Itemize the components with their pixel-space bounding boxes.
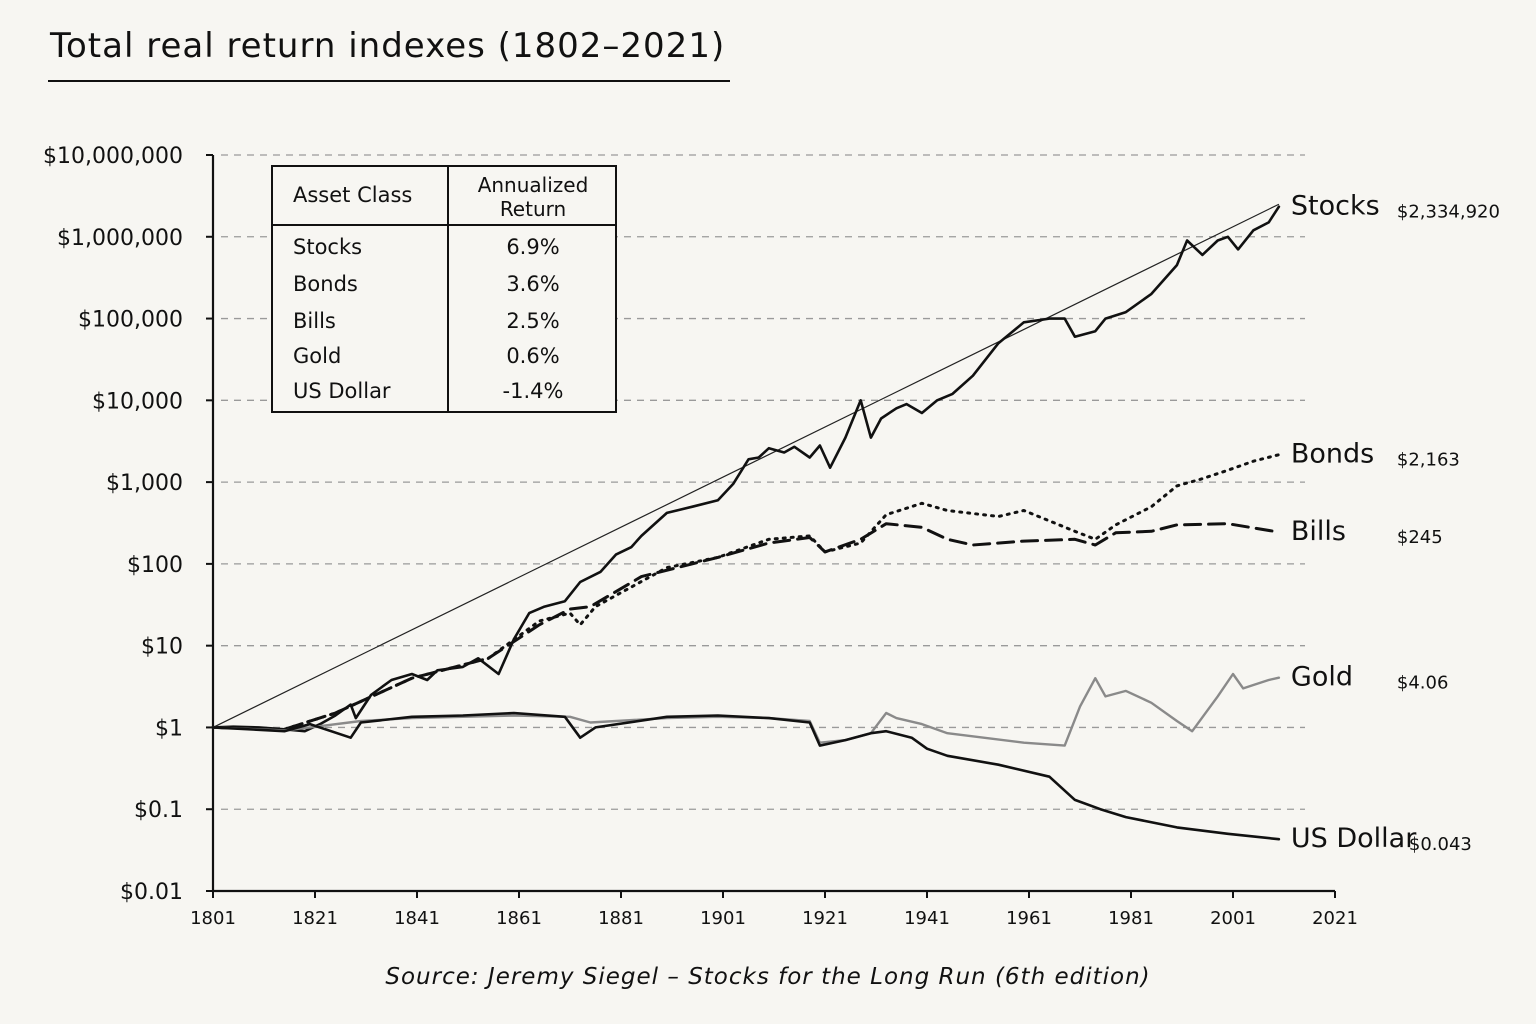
y-tick-label: $0.1: [134, 798, 183, 823]
us-dollar-name-label: US Dollar: [1291, 823, 1417, 854]
table-cell-return: 0.6%: [506, 344, 560, 368]
gold-name-label: Gold: [1291, 662, 1353, 693]
x-tick-label: 1981: [1108, 908, 1154, 929]
table-row: Bills 2.5%: [273, 305, 615, 340]
us-dollar-line: [211, 711, 1281, 841]
bonds-line: [211, 453, 1281, 731]
gridlines: [221, 154, 1305, 810]
gold-line: [211, 672, 1281, 747]
stocks-name-label: Stocks: [1291, 191, 1380, 222]
gold-value-label: $4.06: [1397, 673, 1449, 694]
table-row: Bonds 3.6%: [273, 268, 615, 303]
table-row: Gold 0.6%: [273, 340, 615, 375]
table-cell-asset: US Dollar: [293, 379, 391, 403]
y-tick-label: $10: [141, 635, 183, 660]
title-underline: [48, 80, 730, 82]
y-tick-label: $10,000,000: [43, 144, 183, 169]
chart-title: Total real return indexes (1802–2021): [50, 26, 726, 66]
table-cell-asset: Bills: [293, 309, 336, 333]
y-tick-label: $1,000: [106, 471, 183, 496]
y-tick-label: $100: [127, 553, 183, 578]
table-cell-return: 3.6%: [506, 272, 560, 296]
table-cell-asset: Stocks: [293, 235, 363, 259]
source-note: Source: Jeremy Siegel – Stocks for the L…: [385, 964, 1151, 990]
table-cell-asset: Bonds: [293, 272, 358, 296]
table-header-return: Annualized Return: [449, 173, 617, 221]
x-tick-label: 1881: [598, 908, 644, 929]
bonds-value-label: $2,163: [1397, 450, 1460, 471]
x-tick-label: 1841: [394, 908, 440, 929]
table-cell-asset: Gold: [293, 344, 342, 368]
table-row: Stocks 6.9%: [273, 231, 615, 266]
y-tick-label: $100,000: [78, 308, 183, 333]
series-lines: [211, 205, 1281, 841]
y-tick-label: $10,000: [92, 389, 183, 414]
table-cell-return: -1.4%: [502, 379, 564, 403]
y-tick-label: $1,000,000: [57, 226, 183, 251]
x-tick-label: 1821: [292, 908, 338, 929]
x-tick-label: 2021: [1312, 908, 1358, 929]
bonds-name-label: Bonds: [1291, 439, 1374, 470]
table-row: US Dollar -1.4%: [273, 375, 615, 410]
table-divider: [447, 167, 449, 411]
axes: $0.01 $0.1 $1 $10 $100 $1,000 $10,000 $100,000 $…: [43, 144, 1358, 929]
bills-name-label: Bills: [1291, 516, 1346, 547]
x-tick-label: 1901: [700, 908, 746, 929]
stocks-value-label: $2,334,920: [1397, 202, 1500, 223]
table-header-return-line2: Return: [499, 197, 567, 221]
x-tick-label: 2001: [1210, 908, 1256, 929]
table-cell-return: 2.5%: [506, 309, 560, 333]
bills-line: [211, 522, 1281, 731]
x-tick-label: 1921: [802, 908, 848, 929]
table-header-return-line1: Annualized: [477, 173, 589, 197]
series-labels: Stocks $2,334,920 Bonds $2,163 Bills $245 Gold…: [1291, 191, 1500, 856]
us-dollar-value-label: $0.043: [1409, 834, 1472, 855]
x-tick-label: 1801: [190, 908, 236, 929]
y-tick-label: $1: [155, 716, 183, 741]
x-tick-label: 1961: [1006, 908, 1052, 929]
table-header-asset: Asset Class: [293, 183, 413, 207]
table-header-rule: [273, 224, 615, 226]
x-tick-label: 1941: [904, 908, 950, 929]
table-cell-return: 6.9%: [506, 235, 560, 259]
stocks-line: [211, 205, 1281, 733]
annualized-return-table: Asset Class Annualized Return Stocks 6.9…: [271, 165, 617, 413]
y-tick-label: $0.01: [120, 880, 183, 905]
bills-value-label: $245: [1397, 527, 1443, 548]
x-tick-label: 1861: [496, 908, 542, 929]
